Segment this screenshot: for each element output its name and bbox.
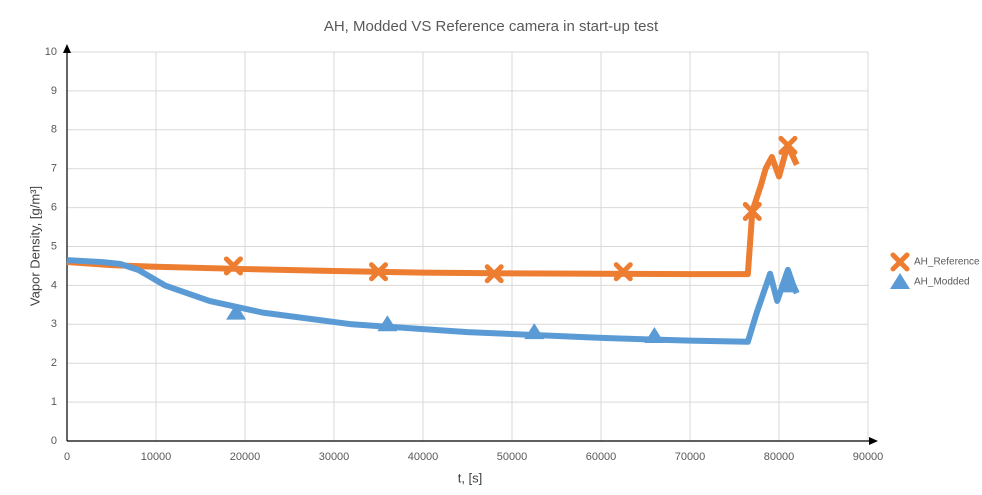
x-tick-label: 60000 (586, 451, 617, 463)
data-marker (377, 315, 398, 332)
data-marker (223, 256, 243, 276)
y-tick-label: 1 (51, 396, 57, 408)
data-marker (484, 264, 504, 284)
x-tick-label: 10000 (141, 451, 172, 463)
y-tick-label: 7 (51, 163, 57, 175)
legend-marker (890, 273, 910, 289)
legend-marker (890, 252, 910, 272)
legend-label: AH_Modded (914, 277, 970, 288)
y-axis-label: Vapor Density, [g/m³] (27, 186, 42, 306)
x-axis-arrow (869, 437, 878, 445)
x-tick-label: 40000 (408, 451, 439, 463)
y-tick-label: 10 (45, 46, 57, 58)
data-marker (524, 323, 545, 340)
x-tick-label: 90000 (853, 451, 884, 463)
y-tick-label: 2 (51, 357, 57, 369)
x-tick-label: 0 (64, 451, 70, 463)
y-tick-label: 0 (51, 435, 57, 447)
y-tick-label: 8 (51, 124, 57, 136)
y-tick-label: 9 (51, 85, 57, 97)
data-marker (742, 201, 762, 221)
data-marker (369, 262, 388, 282)
x-tick-label: 70000 (675, 451, 706, 463)
y-tick-label: 6 (51, 202, 57, 214)
legend-label: AH_Reference (914, 257, 980, 268)
x-tick-label: 20000 (230, 451, 261, 463)
x-tick-label: 30000 (319, 451, 350, 463)
data-marker (644, 326, 665, 343)
y-tick-label: 5 (51, 240, 57, 252)
chart-title: AH, Modded VS Reference camera in start-… (324, 18, 659, 35)
x-tick-label: 50000 (497, 451, 528, 463)
series-line (66, 142, 800, 278)
data-marker (777, 276, 798, 293)
y-tick-label: 3 (51, 318, 57, 330)
data-marker (778, 135, 798, 155)
data-marker (226, 303, 247, 320)
data-marker (613, 262, 633, 282)
x-axis-label: t, [s] (458, 470, 483, 485)
y-axis-arrow (63, 44, 71, 53)
y-tick-label: 4 (51, 279, 57, 291)
x-tick-label: 80000 (764, 451, 795, 463)
